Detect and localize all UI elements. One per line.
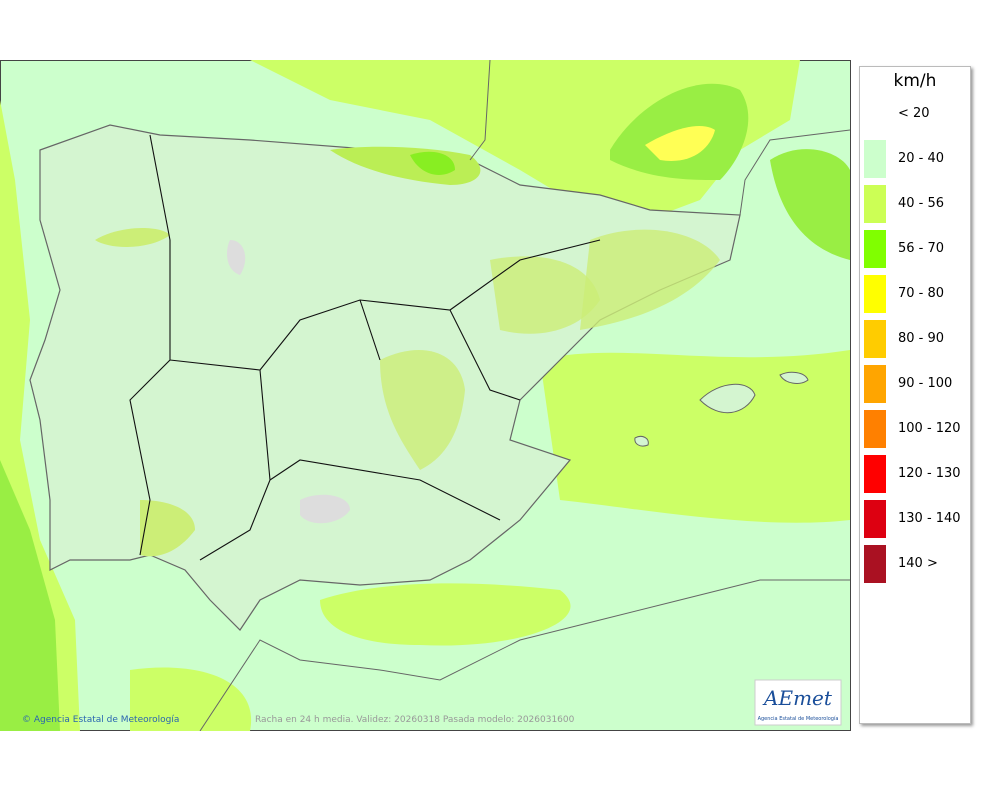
legend-row: 70 - 80 (864, 275, 968, 313)
legend-label: 40 - 56 (898, 196, 945, 211)
legend-label: 100 - 120 (898, 421, 961, 436)
legend-swatch (864, 140, 886, 178)
legend-row: 120 - 130 (864, 455, 968, 493)
logo: AEmet (762, 686, 833, 710)
legend-row: 56 - 70 (864, 230, 968, 268)
wind-area (540, 350, 850, 523)
caption: Racha en 24 h media. Validez: 20260318 P… (255, 715, 575, 725)
coastline (739, 129, 851, 216)
legend-row: < 20 (864, 95, 968, 133)
legend-label: 80 - 90 (898, 331, 945, 346)
island (634, 435, 649, 447)
legend-row: 20 - 40 (864, 140, 968, 178)
island (779, 371, 809, 384)
legend-swatch (864, 500, 886, 538)
wind-area (95, 228, 170, 247)
legend-swatch (864, 455, 886, 493)
legend-label: 120 - 130 (898, 466, 961, 481)
coastline (199, 579, 850, 731)
coastline (469, 60, 491, 161)
legend-swatch (864, 365, 886, 403)
wind-area (380, 350, 465, 470)
legend-swatch (864, 230, 886, 268)
legend-row: 140 > (864, 545, 968, 583)
wind-area (410, 151, 455, 175)
legend-row: 130 - 140 (864, 500, 968, 538)
low-area (300, 494, 350, 524)
wind-area (320, 583, 571, 646)
legend-row: 40 - 56 (864, 185, 968, 223)
island (699, 383, 756, 414)
wind-area (140, 500, 195, 557)
legend-label: 130 - 140 (898, 511, 961, 526)
legend-label: < 20 (898, 106, 930, 121)
wind-area (490, 256, 600, 334)
legend-swatch (864, 185, 886, 223)
wind-area (130, 667, 252, 731)
legend-label: 90 - 100 (898, 376, 953, 391)
legend-swatch (864, 320, 886, 358)
low-area (227, 240, 246, 275)
wind-area (580, 229, 720, 330)
legend-row: 100 - 120 (864, 410, 968, 448)
wind-area (645, 125, 715, 161)
logo-box (754, 679, 842, 726)
wind-area (770, 149, 850, 260)
legend-row: 90 - 100 (864, 365, 968, 403)
legend-row: 80 - 90 (864, 320, 968, 358)
legend-swatch (864, 545, 886, 583)
map: © Agencia Estatal de Meteorología Racha … (0, 60, 851, 731)
legend-swatch (864, 410, 886, 448)
logo-subtitle: Agencia Estatal de Meteorología (758, 715, 839, 722)
wind-area (0, 460, 60, 731)
region-border (129, 134, 601, 561)
legend-label: 56 - 70 (898, 241, 945, 256)
legend-unit: km/h (893, 71, 937, 91)
legend: km/h < 20 20 - 40 40 - 56 56 - 70 70 - 80 80 … (859, 66, 971, 724)
credit: © Agencia Estatal de Meteorología (22, 715, 179, 725)
legend-label: 140 > (898, 556, 938, 571)
legend-label: 20 - 40 (898, 151, 945, 166)
legend-swatch (864, 275, 886, 313)
legend-label: 70 - 80 (898, 286, 945, 301)
